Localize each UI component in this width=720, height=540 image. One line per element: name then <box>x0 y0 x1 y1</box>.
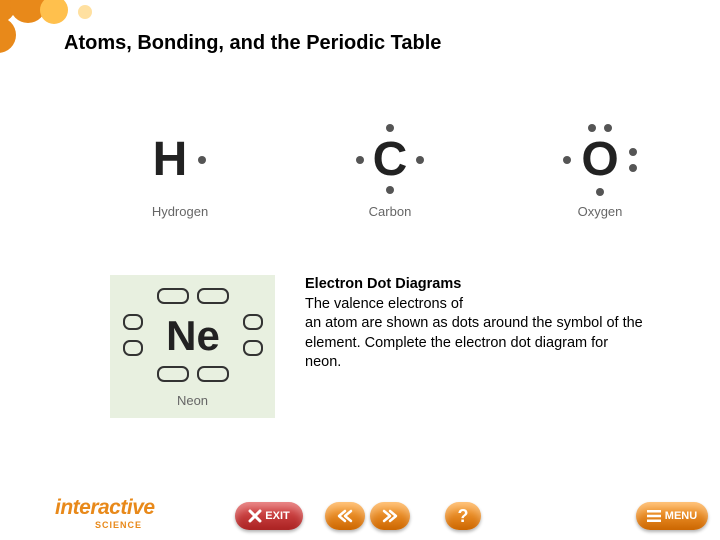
element-oxygen: O Oxygen <box>530 120 670 219</box>
carbon-diagram: C <box>320 120 460 200</box>
neon-diagram-box[interactable]: Ne Neon <box>110 275 275 418</box>
svg-text:H: H <box>153 133 188 186</box>
carbon-label: Carbon <box>369 204 412 219</box>
neon-label: Neon <box>177 393 208 408</box>
logo-main: interactive <box>55 496 155 520</box>
help-button[interactable]: ? <box>445 502 481 530</box>
body-line1: The valence electrons of <box>305 296 463 312</box>
svg-text:O: O <box>581 133 618 186</box>
next-icon <box>381 509 399 523</box>
logo: interactive SCIENCE <box>55 496 155 530</box>
body-line2: an atom are shown as dots around the sym… <box>305 315 643 370</box>
element-carbon: C Carbon <box>320 120 460 219</box>
prev-icon <box>336 509 354 523</box>
oxygen-diagram: O <box>530 120 670 200</box>
body-text: Electron Dot Diagrams The valence electr… <box>305 275 645 373</box>
svg-text:C: C <box>373 133 408 186</box>
logo-sub: SCIENCE <box>95 520 142 530</box>
menu-label: MENU <box>665 510 697 522</box>
footer: interactive SCIENCE EXIT ? <box>0 492 720 540</box>
hydrogen-label: Hydrogen <box>152 204 208 219</box>
element-hydrogen: H Hydrogen <box>110 120 250 219</box>
menu-button[interactable]: MENU <box>636 502 708 530</box>
page-title: Atoms, Bonding, and the Periodic Table <box>64 32 441 55</box>
body-heading: Electron Dot Diagrams <box>305 276 461 292</box>
oxygen-label: Oxygen <box>578 204 623 219</box>
help-icon: ? <box>458 506 469 527</box>
diagrams-row: H Hydrogen C Carbon O Oxygen <box>110 120 670 219</box>
exit-label: EXIT <box>265 510 289 522</box>
next-button[interactable] <box>370 502 410 530</box>
neon-diagram: Ne <box>118 285 268 385</box>
exit-icon <box>248 509 262 523</box>
exit-button[interactable]: EXIT <box>235 502 303 530</box>
hydrogen-diagram: H <box>110 120 250 200</box>
menu-icon <box>647 510 661 522</box>
svg-text:Ne: Ne <box>166 312 220 359</box>
bottom-section: Ne Neon Electron Dot Diagrams The valenc… <box>110 275 645 418</box>
prev-button[interactable] <box>325 502 365 530</box>
